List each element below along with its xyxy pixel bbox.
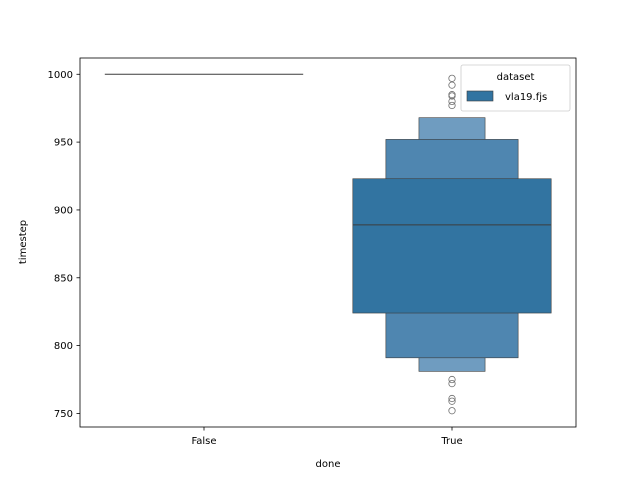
y-tick-label: 950 bbox=[54, 138, 73, 149]
legend-entry-label: vla19.fjs bbox=[505, 92, 547, 103]
outlier-point bbox=[448, 74, 456, 82]
x-tick-label: False bbox=[191, 436, 216, 447]
outlier-point bbox=[448, 375, 456, 384]
legend-swatch bbox=[466, 90, 494, 102]
boxen-box bbox=[352, 178, 552, 314]
outlier-point bbox=[448, 101, 456, 110]
y-tick-label: 900 bbox=[54, 205, 73, 216]
y-tick-label: 750 bbox=[54, 409, 73, 420]
legend-title: dataset bbox=[497, 72, 535, 83]
y-axis-label: timestep bbox=[18, 220, 29, 264]
outlier-point bbox=[448, 379, 456, 388]
x-tick-label: True bbox=[440, 436, 462, 447]
outlier-point bbox=[448, 407, 456, 415]
y-tick-label: 1000 bbox=[48, 70, 73, 81]
axes-frame bbox=[79, 57, 577, 428]
legend: dataset vla19.fjs bbox=[460, 64, 571, 112]
y-tick-label: 800 bbox=[54, 341, 73, 352]
outlier-point bbox=[448, 394, 456, 403]
plot-area bbox=[104, 73, 552, 415]
y-tick-label: 850 bbox=[54, 273, 73, 284]
outlier-point bbox=[448, 397, 456, 405]
x-axis-label: done bbox=[316, 459, 341, 470]
outlier-point bbox=[448, 91, 456, 99]
y-axis-ticks: 750 800 850 900 950 1000 bbox=[48, 70, 80, 420]
x-axis-ticks: False True bbox=[191, 427, 463, 447]
